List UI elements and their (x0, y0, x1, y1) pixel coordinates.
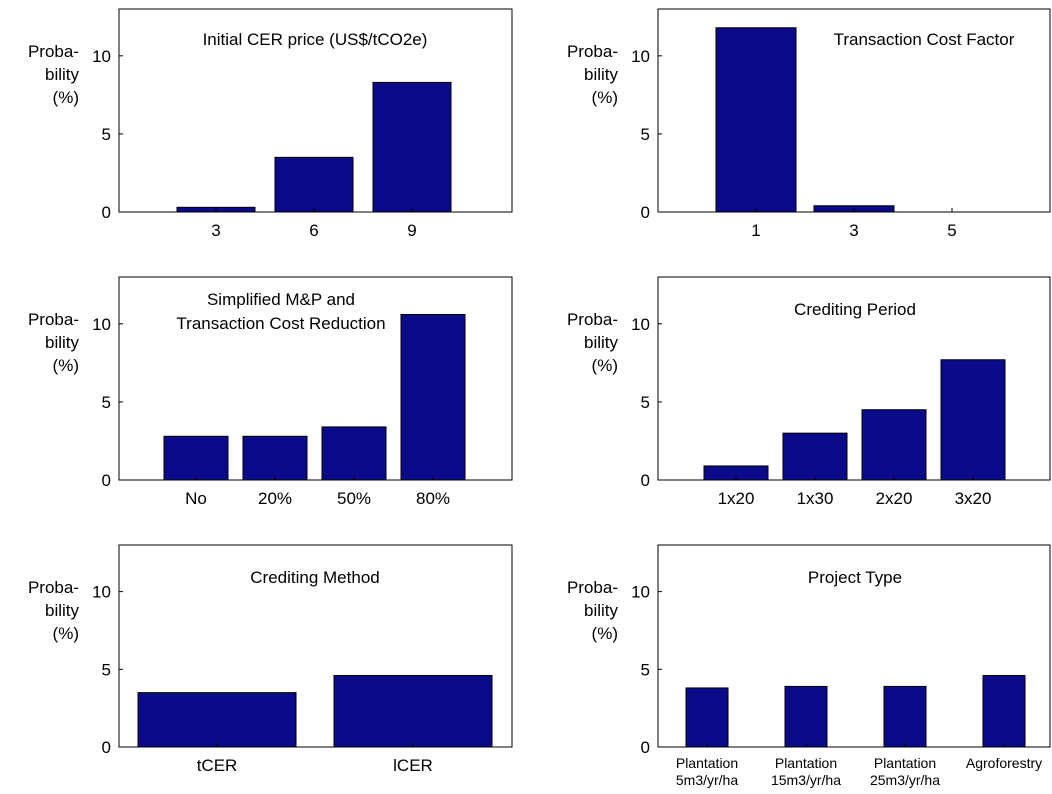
chart-title: Project Type (808, 568, 902, 587)
y-tick-label: 0 (641, 738, 650, 757)
y-tick-label: 0 (641, 203, 650, 222)
bar (321, 426, 387, 481)
y-axis-label: Proba-bility (%) (28, 42, 80, 107)
y-tick-label: 10 (92, 315, 111, 334)
y-tick-label: 10 (92, 583, 111, 602)
x-tick-label: 6 (309, 221, 318, 240)
bar (883, 685, 927, 748)
bar (333, 675, 493, 748)
x-tick-label: 2x20 (876, 489, 913, 508)
y-tick-label: 5 (102, 660, 111, 679)
y-tick-label: 10 (92, 47, 111, 66)
bar (982, 675, 1026, 748)
x-tick-label: Plantation 15m3/yr/ha (771, 755, 841, 788)
chart-panel-5: 0 5 10 tCER lCER Crediting Method Proba-bility… (28, 544, 513, 775)
x-tick-label: 5 (947, 221, 956, 240)
x-tick-label: 1 (751, 221, 760, 240)
x-tick-label: 20% (258, 489, 292, 508)
y-axis-label: Proba-bility (%) (28, 578, 80, 643)
bar (940, 359, 1006, 481)
bar (242, 435, 308, 481)
x-tick-label: 1x30 (797, 489, 834, 508)
plot-frame (118, 544, 513, 748)
y-axis-label: Proba-bility (%) (567, 42, 619, 107)
x-tick-label: 9 (407, 221, 416, 240)
bar (163, 435, 229, 481)
chart-title: Crediting Method (250, 568, 379, 587)
x-tick-label: Plantation 25m3/yr/ha (870, 755, 940, 788)
chart-title: Transaction Cost Factor (834, 30, 1015, 49)
y-tick-label: 0 (102, 738, 111, 757)
x-tick-label: 3 (849, 221, 858, 240)
bar (400, 313, 466, 481)
y-axis-label: Proba-bility (%) (567, 578, 619, 643)
y-tick-label: 5 (641, 125, 650, 144)
y-axis-label: Proba-bility (%) (567, 310, 619, 375)
x-tick-label: Plantation 5m3/yr/ha (676, 755, 738, 788)
chart-panel-2: 0 5 10 1 3 5 Transaction Cost Factor Proba-bili… (567, 8, 1051, 240)
chart-title: Simplified M&P and Transaction Cost Reduc… (176, 290, 385, 333)
x-tick-label: No (185, 489, 207, 508)
bar (715, 27, 797, 213)
bar (784, 685, 828, 748)
y-tick-label: 0 (102, 471, 111, 490)
y-axis-label: Proba-bility (%) (28, 310, 80, 375)
y-tick-label: 0 (641, 471, 650, 490)
plot-frame (118, 8, 513, 213)
y-tick-label: 10 (631, 47, 650, 66)
x-tick-label: 3x20 (955, 489, 992, 508)
bar (782, 432, 848, 481)
plot-frame (657, 544, 1051, 748)
chart-panel-3: 0 5 10 No 20% 50% 80% Simplified M&P and Transac… (28, 276, 513, 508)
x-tick-label: lCER (393, 756, 433, 775)
x-tick-label: Agroforestry (966, 755, 1042, 771)
bar (372, 81, 452, 213)
plot-frame (657, 276, 1051, 481)
y-tick-label: 0 (102, 203, 111, 222)
chart-panel-4: 0 5 10 1x20 1x30 2x20 3x20 Crediting Period Prob… (567, 276, 1051, 508)
chart-title: Crediting Period (794, 300, 916, 319)
x-tick-label: tCER (197, 756, 238, 775)
chart-title: Initial CER price (US$/tCO2e) (203, 30, 428, 49)
y-tick-label: 10 (631, 583, 650, 602)
y-tick-label: 5 (102, 393, 111, 412)
y-tick-label: 5 (102, 125, 111, 144)
chart-panel-1: 0 5 10 3 6 9 Initial CER price (US$/tCO2e) Prob… (28, 8, 513, 240)
chart-panel-6: 0 5 10 Plantation 5m3/yr/ha Plantation 15m3/yr… (567, 544, 1051, 788)
x-tick-label: 3 (211, 221, 220, 240)
y-tick-label: 5 (641, 660, 650, 679)
y-tick-label: 5 (641, 393, 650, 412)
bar (137, 692, 297, 748)
x-tick-label: 80% (416, 489, 450, 508)
x-tick-label: 1x20 (718, 489, 755, 508)
y-tick-label: 10 (631, 315, 650, 334)
x-tick-label: 50% (337, 489, 371, 508)
bar (861, 409, 927, 481)
bar (274, 156, 354, 213)
plot-frame (118, 276, 513, 481)
bar (685, 687, 729, 748)
